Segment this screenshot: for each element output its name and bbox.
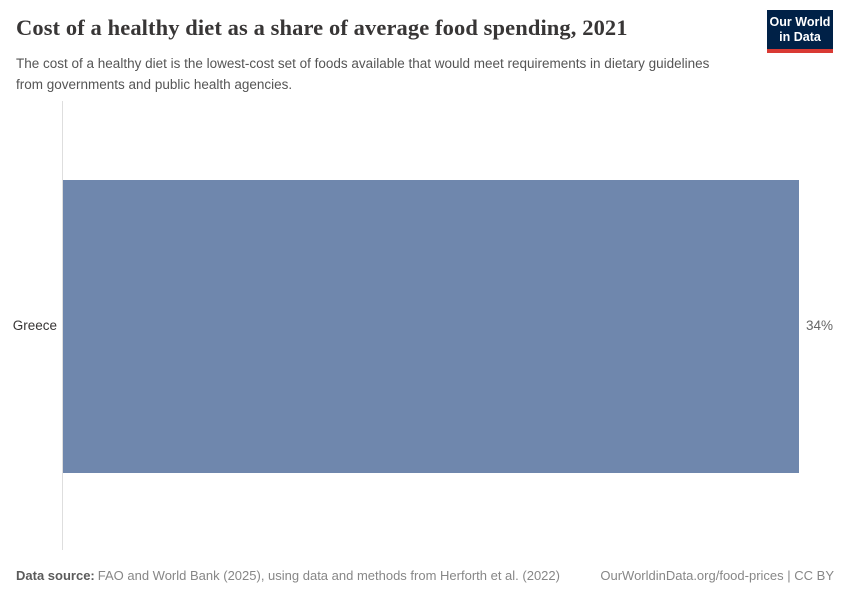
chart-title: Cost of a healthy diet as a share of ave… <box>16 15 628 40</box>
attribution-line: OurWorldinData.org/food-prices | CC BY <box>600 567 834 584</box>
data-source-line: Data source: FAO and World Bank (2025), u… <box>16 567 560 584</box>
plot-area <box>63 180 799 473</box>
value-label: 34% <box>806 318 834 333</box>
owid-logo-line2: in Data <box>779 30 821 44</box>
category-label-greece: Greece <box>12 318 57 333</box>
data-source-label: Data source: <box>16 568 95 583</box>
chart-subtitle: The cost of a healthy diet is the lowest… <box>16 56 710 92</box>
owid-logo[interactable]: Our World in Data <box>767 10 833 53</box>
y-axis-line <box>62 101 63 550</box>
data-source-text: FAO and World Bank (2025), using data an… <box>97 568 560 583</box>
attribution-separator: | <box>783 568 795 583</box>
license-label: CC BY <box>794 568 834 583</box>
owid-logo-box: Our World in Data <box>767 10 833 49</box>
owid-logo-accent-bar <box>767 49 833 53</box>
bar-greece[interactable] <box>63 180 799 473</box>
owid-url-link[interactable]: OurWorldinData.org/food-prices <box>600 568 784 583</box>
chart-footer: Data source: FAO and World Bank (2025), u… <box>16 567 834 584</box>
owid-logo-line1: Our World <box>769 15 831 29</box>
bar-chart: Greece 34% <box>0 100 850 550</box>
